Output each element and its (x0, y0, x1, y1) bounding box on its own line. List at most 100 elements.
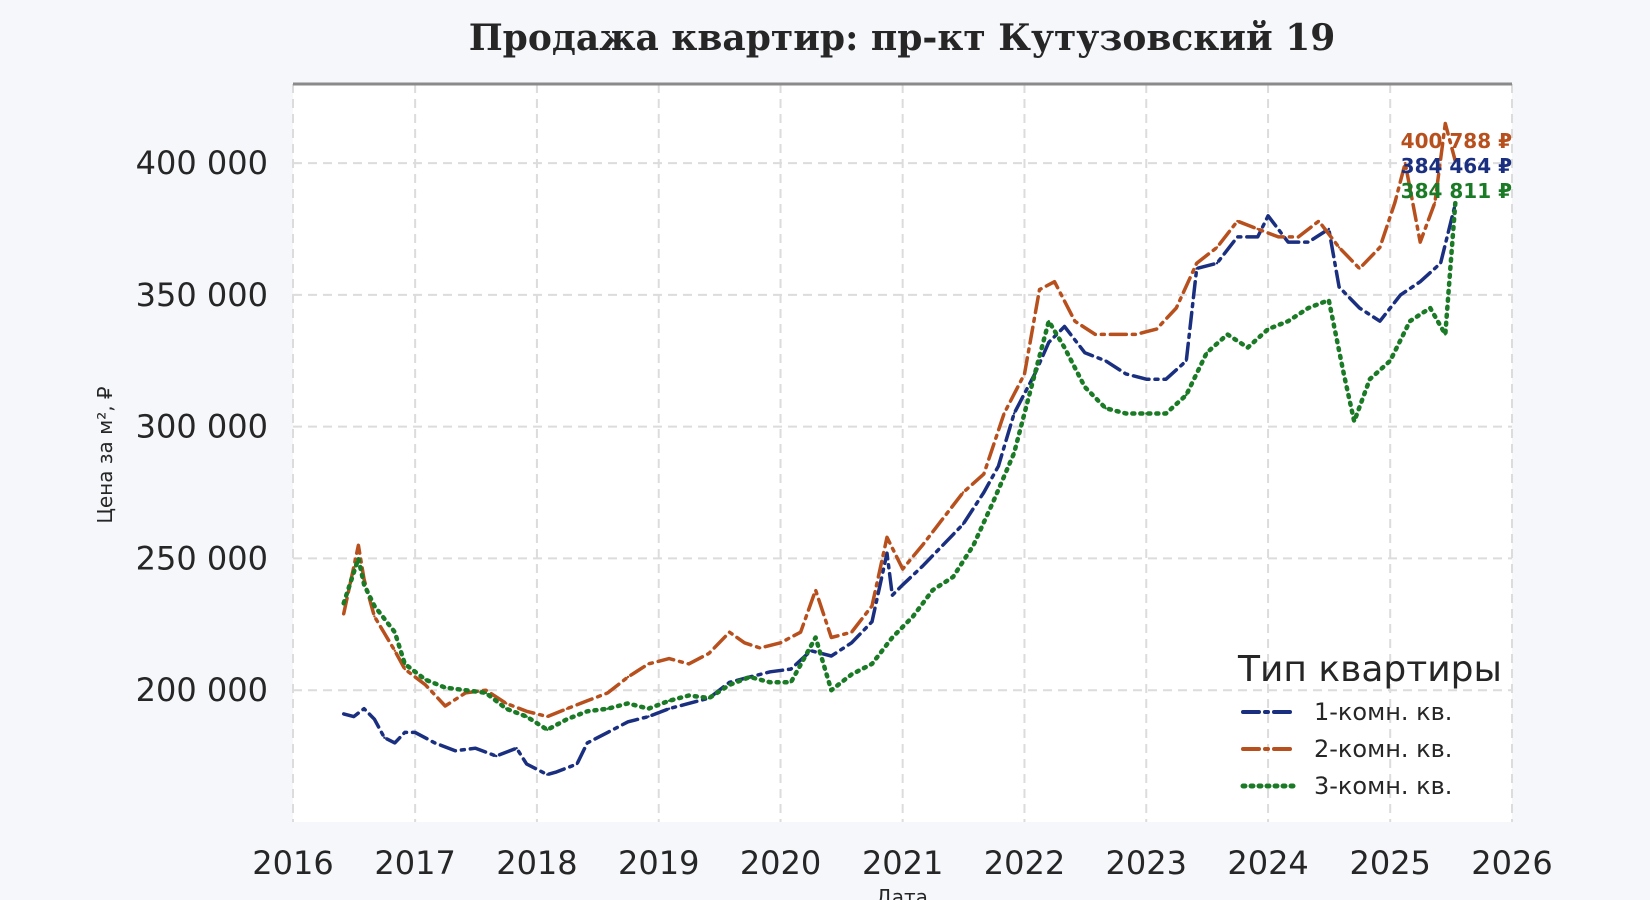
data-point (830, 654, 833, 658)
data-point (1327, 227, 1331, 231)
data-point (921, 565, 924, 568)
data-point (1342, 372, 1346, 376)
data-point (1286, 320, 1290, 323)
y-tick-label: 300 000 (136, 408, 268, 446)
data-point (1104, 359, 1107, 362)
data-point (911, 615, 915, 618)
legend: Тип квартиры 1-комн. кв. 2-комн. кв. 3-ком… (1237, 649, 1502, 800)
data-point (342, 602, 345, 605)
data-point (546, 715, 549, 718)
data-point (799, 631, 802, 634)
data-point (1337, 246, 1341, 249)
data-point (1444, 122, 1447, 125)
data-point (728, 683, 731, 687)
data-point (352, 715, 355, 718)
data-point (413, 731, 417, 734)
chart-title: Продажа квартир: пр-кт Кутузовский 19 (469, 17, 1336, 59)
data-point (1164, 412, 1168, 415)
data-point (647, 707, 650, 710)
data-point (362, 578, 366, 581)
data-point (687, 694, 690, 697)
data-point (444, 686, 447, 689)
data-point (1454, 159, 1457, 163)
data-point (525, 710, 528, 713)
data-point (444, 704, 447, 708)
data-point (1185, 393, 1188, 397)
data-point (743, 641, 746, 644)
data-point (565, 707, 569, 710)
data-point (1307, 306, 1310, 310)
data-point (1389, 359, 1392, 362)
data-point (850, 631, 853, 634)
data-point (1215, 262, 1219, 265)
x-tick-label: 2024 (1227, 844, 1308, 882)
data-point (707, 696, 711, 700)
x-tick-label: 2022 (984, 844, 1065, 882)
data-point (1134, 333, 1138, 336)
x-tick-label: 2023 (1106, 844, 1187, 882)
data-point (1429, 306, 1432, 310)
data-point (1286, 240, 1290, 244)
data-point (885, 536, 889, 539)
grid (292, 84, 1513, 822)
x-tick-label: 2016 (252, 844, 333, 882)
y-tick-label: 200 000 (136, 671, 268, 709)
data-point (424, 683, 427, 687)
data-point (1038, 288, 1041, 291)
data-point (606, 707, 609, 710)
data-point (484, 689, 488, 692)
end-value-label-1: 384 464 ₽ (1401, 154, 1512, 178)
data-point (1145, 378, 1148, 381)
data-point (814, 588, 817, 592)
data-point (748, 675, 751, 679)
data-point (626, 675, 630, 679)
data-point (667, 699, 671, 702)
data-point (1023, 372, 1026, 376)
data-point (1195, 267, 1198, 270)
data-point (1246, 346, 1249, 349)
data-point (373, 718, 376, 721)
data-point (606, 691, 609, 695)
data-point (1083, 351, 1087, 354)
legend-label-3: 3-комн. кв. (1314, 772, 1452, 800)
data-point (1433, 201, 1437, 204)
y-tick-label: 350 000 (136, 276, 268, 314)
series-layer (341, 121, 1458, 777)
data-point (606, 731, 609, 734)
data-point (961, 491, 965, 494)
data-point (1124, 372, 1128, 376)
data-point (1419, 240, 1422, 244)
data-point (769, 681, 772, 684)
data-point (1307, 240, 1310, 244)
data-point (424, 678, 427, 681)
x-tick-label: 2017 (374, 844, 455, 882)
data-point (1185, 359, 1188, 362)
data-point (707, 652, 711, 655)
data-point (403, 662, 406, 666)
end-value-labels: 400 788 ₽384 464 ₽384 811 ₽ (1401, 129, 1512, 203)
data-point (1277, 235, 1280, 239)
data-point (546, 773, 549, 776)
data-point (565, 718, 569, 721)
data-point (687, 702, 690, 705)
data-point (1444, 333, 1447, 336)
data-point (362, 707, 366, 710)
data-point (1256, 235, 1259, 239)
data-point (870, 620, 874, 623)
data-point (870, 604, 874, 608)
data-point (383, 736, 386, 739)
data-point (525, 762, 528, 766)
data-point (941, 517, 944, 521)
data-point (1378, 320, 1382, 323)
y-tick-label: 400 000 (136, 144, 268, 182)
data-point (667, 657, 671, 660)
data-point (342, 612, 345, 615)
data-point (342, 712, 345, 716)
x-tick-label: 2026 (1471, 844, 1552, 882)
data-point (901, 583, 904, 586)
data-point (830, 689, 833, 692)
data-point (393, 741, 396, 745)
data-point (1266, 327, 1270, 331)
